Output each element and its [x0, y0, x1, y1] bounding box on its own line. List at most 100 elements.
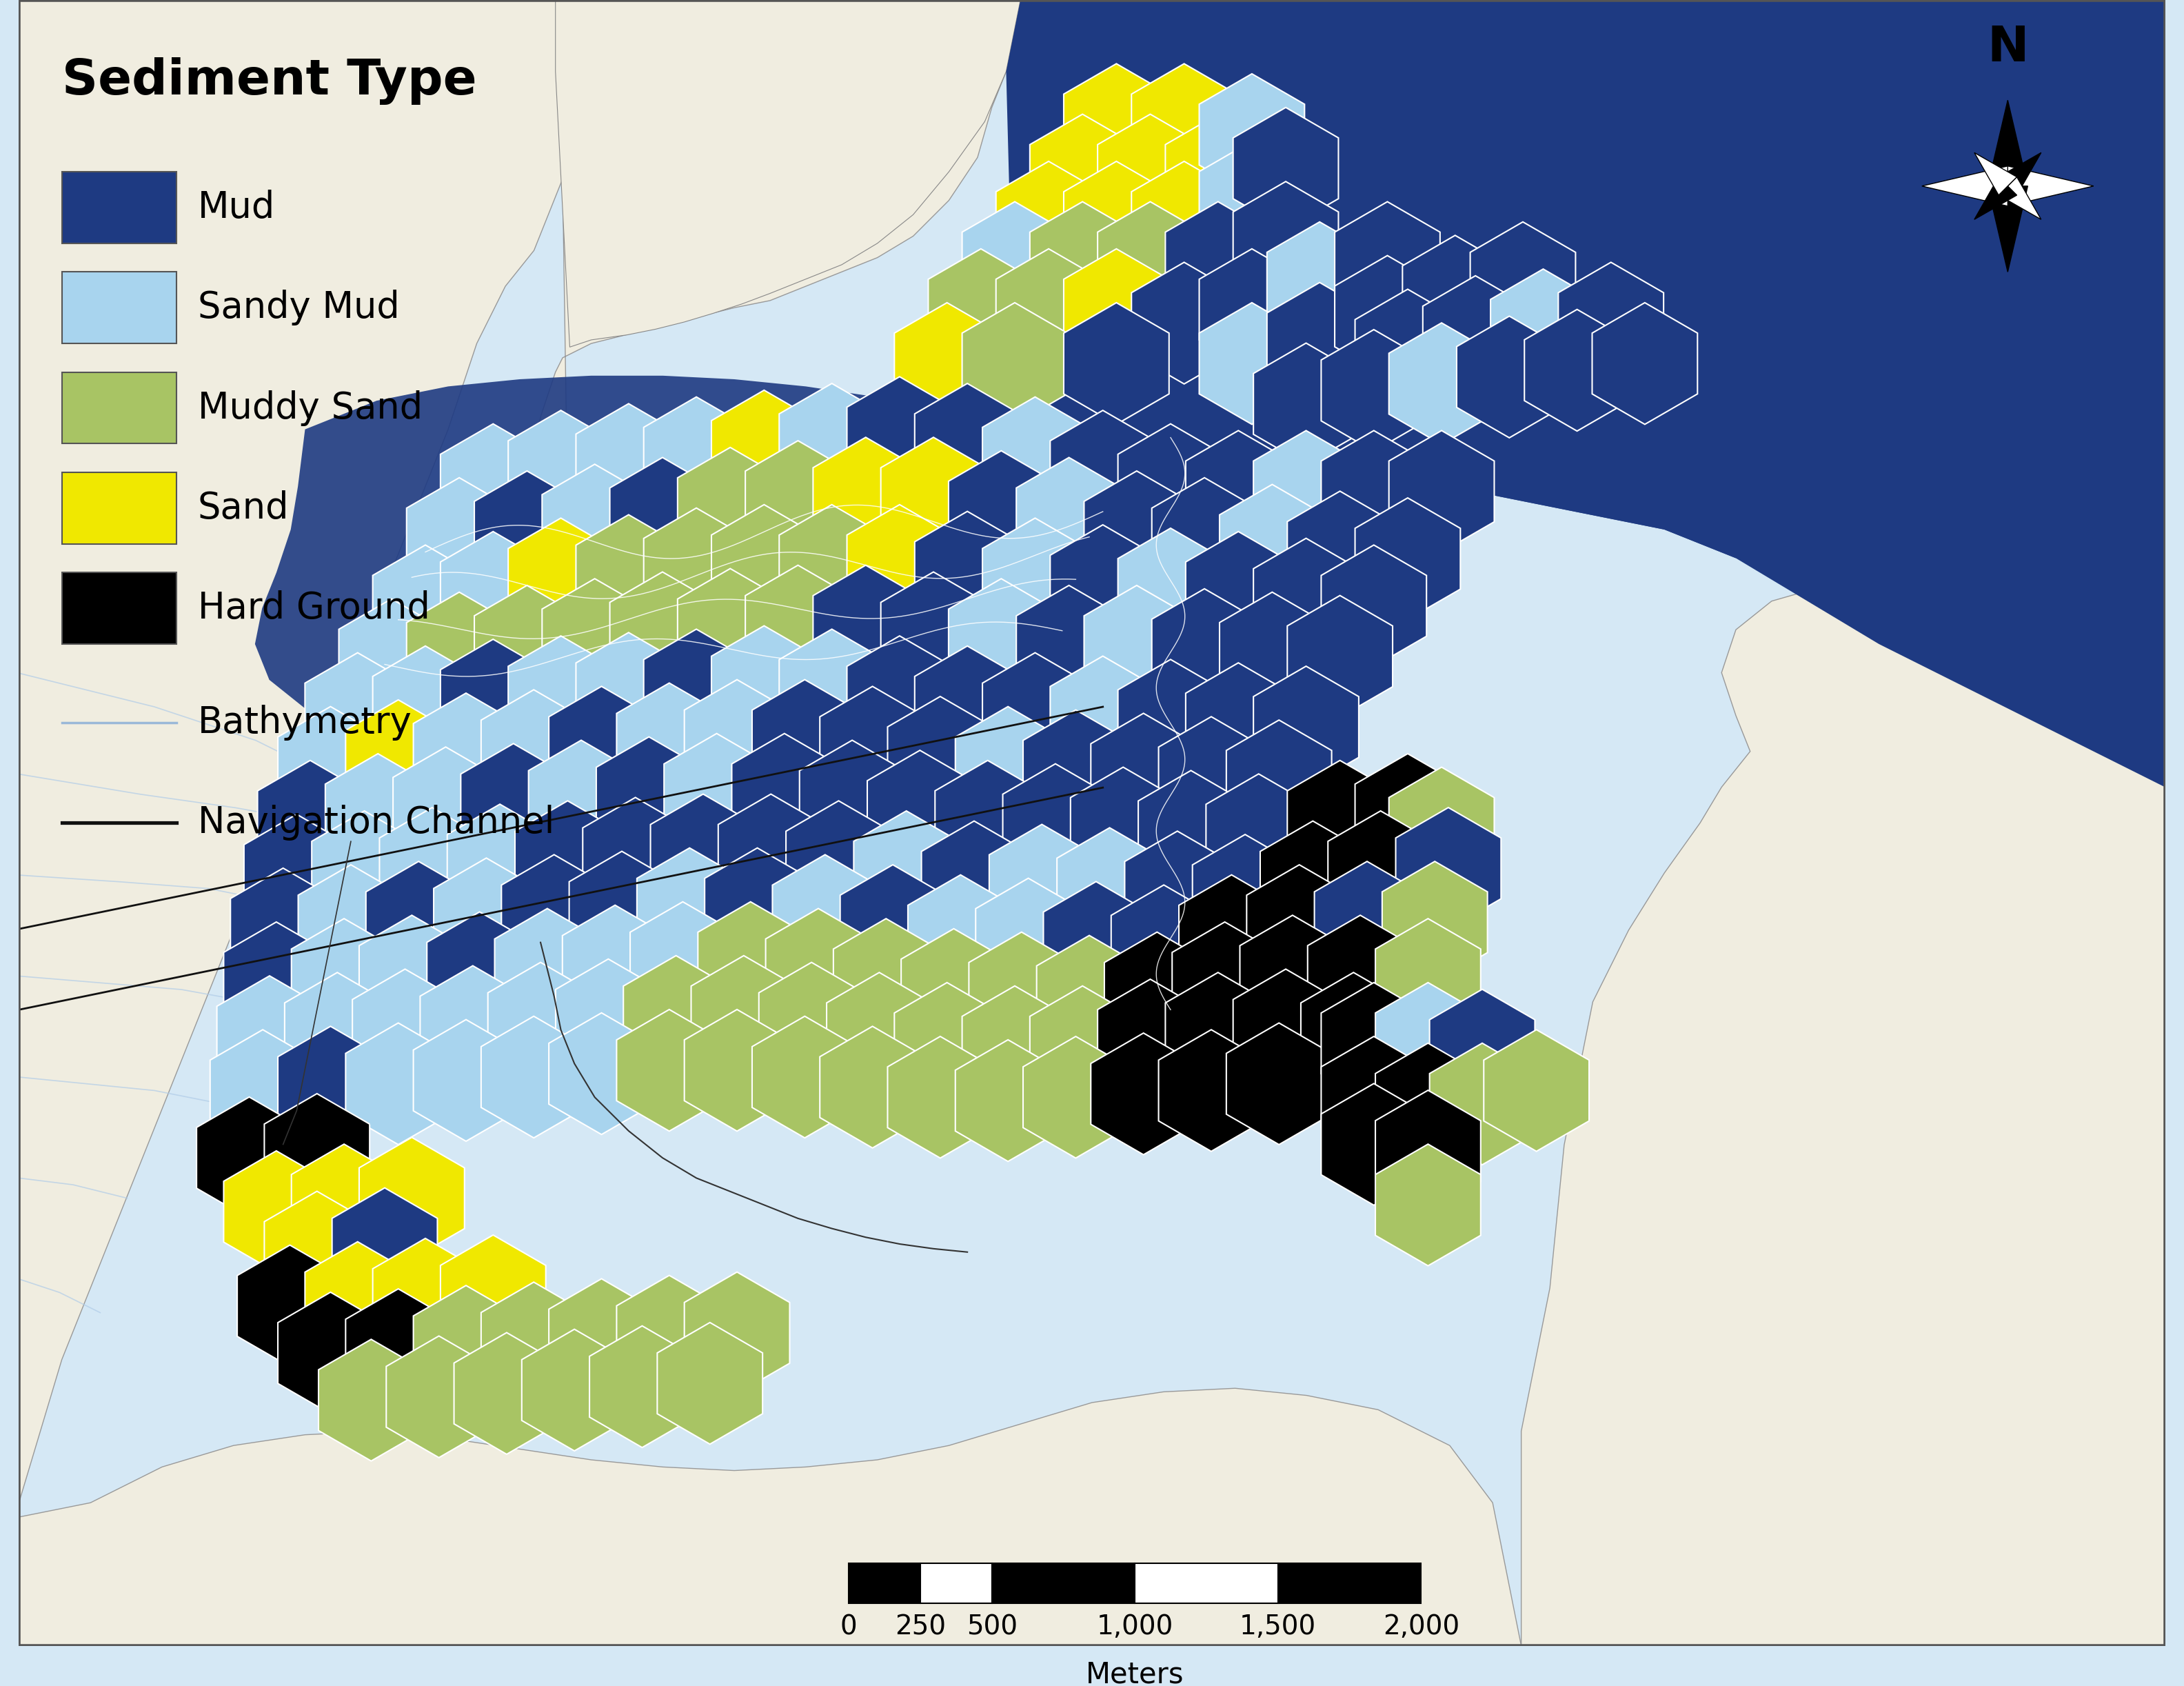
- Polygon shape: [277, 1291, 382, 1415]
- Polygon shape: [441, 639, 546, 760]
- Polygon shape: [480, 1281, 587, 1404]
- Polygon shape: [406, 592, 511, 713]
- Polygon shape: [1431, 990, 1535, 1111]
- Polygon shape: [1470, 223, 1575, 344]
- Polygon shape: [1090, 713, 1197, 835]
- Polygon shape: [1382, 862, 1487, 983]
- Polygon shape: [1173, 922, 1278, 1044]
- Polygon shape: [1118, 659, 1223, 781]
- Polygon shape: [277, 706, 382, 828]
- Polygon shape: [963, 303, 1068, 425]
- Polygon shape: [1031, 986, 1136, 1108]
- FancyBboxPatch shape: [61, 172, 177, 243]
- Polygon shape: [393, 747, 498, 868]
- Polygon shape: [238, 1244, 343, 1367]
- Polygon shape: [1138, 771, 1243, 892]
- Polygon shape: [590, 1325, 695, 1448]
- Polygon shape: [1431, 1044, 1535, 1165]
- Polygon shape: [277, 1027, 382, 1148]
- Polygon shape: [1037, 936, 1142, 1057]
- Polygon shape: [812, 437, 919, 560]
- Polygon shape: [1105, 932, 1210, 1054]
- Polygon shape: [1234, 182, 1339, 303]
- Polygon shape: [834, 919, 939, 1040]
- Polygon shape: [373, 545, 478, 666]
- Polygon shape: [1199, 74, 1304, 196]
- Polygon shape: [1321, 545, 1426, 666]
- Polygon shape: [515, 801, 620, 922]
- Polygon shape: [1234, 969, 1339, 1091]
- Polygon shape: [1334, 202, 1439, 324]
- Polygon shape: [909, 875, 1013, 996]
- Polygon shape: [1321, 1084, 1426, 1205]
- Polygon shape: [583, 797, 688, 919]
- Polygon shape: [819, 686, 926, 808]
- Polygon shape: [20, 0, 577, 1502]
- Polygon shape: [1051, 524, 1155, 646]
- Polygon shape: [435, 858, 539, 980]
- Polygon shape: [915, 383, 1020, 506]
- Polygon shape: [1158, 1030, 1265, 1152]
- Polygon shape: [1241, 915, 1345, 1037]
- Polygon shape: [887, 696, 994, 818]
- Polygon shape: [509, 518, 614, 639]
- Polygon shape: [983, 396, 1088, 519]
- Polygon shape: [1016, 457, 1123, 580]
- Polygon shape: [1125, 831, 1230, 953]
- Polygon shape: [847, 504, 952, 626]
- Polygon shape: [677, 568, 782, 690]
- Polygon shape: [616, 683, 723, 804]
- Polygon shape: [1267, 283, 1372, 405]
- Polygon shape: [413, 693, 518, 814]
- Polygon shape: [448, 804, 553, 926]
- Polygon shape: [644, 396, 749, 519]
- Text: N: N: [1987, 24, 2029, 71]
- Polygon shape: [677, 447, 782, 570]
- Polygon shape: [1524, 310, 1629, 432]
- Polygon shape: [474, 470, 579, 592]
- Polygon shape: [745, 440, 850, 563]
- Polygon shape: [1064, 64, 1168, 185]
- Polygon shape: [290, 1145, 397, 1266]
- Polygon shape: [1131, 162, 1236, 283]
- Polygon shape: [1051, 410, 1155, 533]
- Polygon shape: [880, 572, 987, 693]
- Polygon shape: [622, 956, 729, 1077]
- Polygon shape: [854, 811, 959, 932]
- Polygon shape: [1254, 430, 1358, 553]
- FancyBboxPatch shape: [919, 1563, 992, 1603]
- Polygon shape: [299, 865, 404, 986]
- Text: Mud: Mud: [199, 189, 275, 226]
- Polygon shape: [651, 794, 756, 915]
- Polygon shape: [712, 389, 817, 513]
- Polygon shape: [1099, 115, 1203, 236]
- Polygon shape: [1234, 108, 1339, 229]
- Polygon shape: [773, 855, 878, 976]
- FancyBboxPatch shape: [61, 271, 177, 344]
- Polygon shape: [976, 878, 1081, 1000]
- Polygon shape: [232, 868, 336, 990]
- Polygon shape: [799, 740, 904, 862]
- Polygon shape: [1151, 477, 1258, 599]
- Polygon shape: [644, 507, 749, 629]
- Polygon shape: [1328, 811, 1433, 932]
- Polygon shape: [555, 0, 1020, 347]
- Polygon shape: [1002, 764, 1107, 885]
- Polygon shape: [413, 1285, 518, 1408]
- Polygon shape: [529, 740, 633, 862]
- Polygon shape: [367, 862, 472, 983]
- Polygon shape: [1166, 973, 1271, 1094]
- Text: Bathymetry: Bathymetry: [199, 705, 413, 740]
- Polygon shape: [352, 969, 459, 1091]
- Polygon shape: [996, 250, 1101, 371]
- Polygon shape: [1922, 165, 2007, 206]
- Polygon shape: [935, 760, 1040, 882]
- Polygon shape: [954, 1040, 1061, 1162]
- Polygon shape: [494, 909, 601, 1030]
- Polygon shape: [312, 811, 417, 932]
- Polygon shape: [841, 865, 946, 986]
- FancyBboxPatch shape: [1136, 1563, 1278, 1603]
- Polygon shape: [325, 754, 430, 875]
- Text: Navigation Channel: Navigation Channel: [199, 804, 555, 841]
- Polygon shape: [454, 1332, 559, 1455]
